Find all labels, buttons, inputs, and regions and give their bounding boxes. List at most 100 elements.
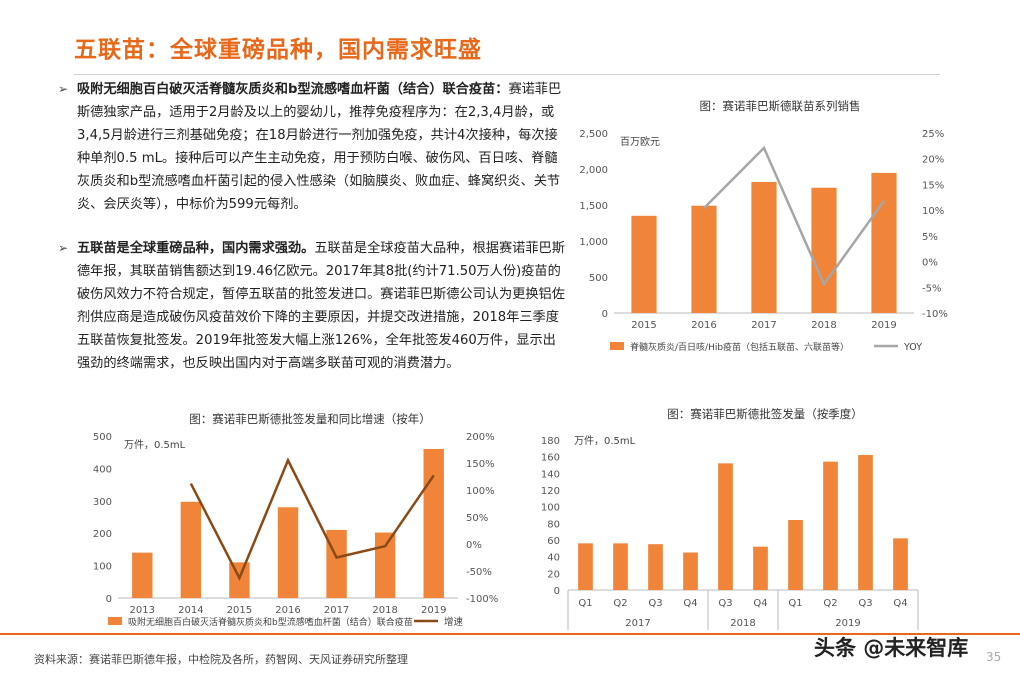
x-tick-label: 2018 — [811, 320, 836, 331]
unit-label: 百万欧元 — [620, 136, 660, 148]
legend-bar-label: 脊髓灰质炎/百日咳/Hib疫苗（包括五联苗、六联苗等） — [630, 341, 849, 353]
page-number: 35 — [986, 650, 1002, 664]
y-left-tick-label: 500 — [589, 273, 608, 284]
x-tick-label: 2015 — [631, 320, 656, 331]
y-left-tick-label: 300 — [93, 497, 112, 508]
bullet-arrow-icon: ➢ — [58, 82, 69, 96]
x-tick-label: 2016 — [275, 605, 300, 616]
group-label: 2019 — [835, 618, 860, 629]
y-tick-label: 100 — [541, 503, 560, 514]
x-tick-label: 2015 — [227, 605, 252, 616]
y-right-tick-label: -10% — [922, 309, 948, 320]
x-tick-label: 2014 — [178, 605, 203, 616]
chart-annual-lot-release: 0 100 200 300 400 500 -100% -50% 0% 50% 100% 150% 20… — [93, 432, 498, 628]
footer-band — [0, 633, 1020, 680]
bar — [631, 215, 657, 313]
source-note: 资料来源：赛诺菲巴斯德年报，中检院及各所，药智网、天风证券研究所整理 — [34, 653, 408, 666]
y-tick-label: 40 — [547, 553, 560, 564]
y-left-tick-label: 500 — [93, 432, 112, 443]
y-left-tick-label: 400 — [93, 464, 112, 475]
x-tick-label: Q3 — [648, 598, 662, 609]
x-tick-label: 2019 — [421, 605, 446, 616]
y-right-tick-label: 100% — [466, 486, 495, 497]
x-tick-label: 2017 — [751, 320, 776, 331]
footer-divider — [0, 633, 1020, 635]
x-tick-label: Q3 — [858, 598, 872, 609]
chart-quarterly-lot-release: 0 20 40 60 80 100 120 140 160 180 万件，0.5mL Q1 Q2 Q3 Q4… — [541, 435, 919, 630]
y-left-tick-label: 100 — [93, 562, 112, 573]
y-left-tick-label: 0 — [106, 594, 112, 605]
bar — [871, 172, 897, 313]
x-tick-label: 2013 — [130, 605, 155, 616]
y-tick-label: 60 — [547, 536, 560, 547]
bar — [326, 529, 347, 598]
bar — [132, 552, 153, 598]
x-tick-label: Q4 — [753, 598, 767, 609]
line-series — [189, 457, 435, 581]
line-series — [703, 145, 886, 287]
bar — [423, 448, 444, 598]
y-right-tick-label: 200% — [466, 432, 495, 443]
chart-2-title: 图：赛诺菲巴斯德批签发量和同比增速（按年） — [189, 412, 431, 426]
bar — [753, 546, 768, 590]
y-right-tick-label: 15% — [922, 180, 944, 191]
legend-line-label: 增速 — [444, 616, 464, 628]
bullet-paragraph-1: ➢ 吸附无细胞百白破灭活脊髓灰质炎和b型流感嗜血杆菌（结合）联合疫苗：赛诺菲巴斯… — [58, 78, 568, 216]
x-tick-label: Q4 — [683, 598, 697, 609]
y-tick-label: 0 — [554, 586, 560, 597]
title-divider — [74, 74, 940, 75]
x-tick-label: 2016 — [691, 320, 716, 331]
x-tick-label: 2019 — [871, 320, 896, 331]
bar — [277, 507, 299, 598]
legend-bar-swatch — [610, 342, 624, 350]
y-right-tick-label: 25% — [922, 129, 944, 140]
bullet-1-text: 赛诺菲巴斯德独家产品，适用于2月龄及以上的婴幼儿，推荐免疫程序为：在2,3,4月… — [77, 82, 562, 212]
bar — [374, 532, 396, 598]
y-left-tick-label: 1,000 — [579, 237, 608, 248]
bullet-paragraph-2: ➢ 五联苗是全球重磅品种，国内需求强劲。五联苗是全球疫苗大品种，根据赛诺菲巴斯德… — [58, 237, 568, 375]
y-right-tick-label: 10% — [922, 206, 944, 217]
bar — [180, 501, 202, 598]
y-tick-label: 160 — [541, 453, 560, 464]
bullet-2-text: 五联苗是全球疫苗大品种，根据赛诺菲巴斯德年报，其联苗销售额达到19.46亿欧元。… — [77, 241, 565, 371]
y-right-tick-label: -50% — [466, 567, 492, 578]
bar — [718, 463, 733, 590]
bullet-1-heading: 吸附无细胞百白破灭活脊髓灰质炎和b型流感嗜血杆菌（结合）联合疫苗： — [77, 82, 509, 97]
bar — [578, 543, 593, 590]
x-tick-label: Q1 — [578, 598, 592, 609]
y-right-tick-label: -100% — [466, 594, 498, 605]
bar — [858, 455, 873, 590]
y-right-tick-label: 150% — [466, 459, 495, 470]
x-tick-label: 2017 — [324, 605, 349, 616]
y-right-tick-label: -5% — [922, 283, 941, 294]
y-left-tick-label: 2,500 — [579, 129, 608, 140]
bullet-arrow-icon: ➢ — [58, 241, 69, 255]
group-label: 2018 — [730, 618, 755, 629]
slide-title: 五联苗：全球重磅品种，国内需求旺盛 — [74, 37, 482, 63]
y-right-tick-label: 0% — [466, 540, 482, 551]
bar — [788, 520, 803, 590]
bar — [811, 187, 837, 313]
unit-label: 万件，0.5mL — [574, 435, 636, 447]
bar — [648, 544, 663, 590]
x-tick-label: 2018 — [372, 605, 397, 616]
chart-sales: 0 500 1,000 1,500 2,000 2,500 -10% -5% 0% 5% 10% 15… — [579, 129, 948, 353]
bullet-2-heading: 五联苗是全球重磅品种，国内需求强劲。 — [77, 241, 315, 256]
x-tick-label: Q4 — [893, 598, 907, 609]
x-tick-label: Q2 — [823, 598, 837, 609]
x-tick-label: Q2 — [613, 598, 627, 609]
x-tick-label: Q1 — [788, 598, 802, 609]
legend-bar-label: 吸附无细胞百白破灭活脊髓灰质炎和b型流感嗜血杆菌（结合）联合疫苗 — [128, 616, 413, 628]
bar — [751, 181, 777, 313]
y-tick-label: 80 — [547, 519, 560, 530]
bar — [893, 538, 908, 590]
y-left-tick-label: 200 — [93, 529, 112, 540]
chart-3-title: 图：赛诺菲巴斯德批签发量（按季度） — [667, 407, 863, 421]
legend-bar-swatch — [108, 617, 122, 625]
watermark: 头条 @未来智库 — [814, 636, 969, 660]
unit-label: 万件，0.5mL — [124, 439, 186, 451]
y-left-tick-label: 1,500 — [579, 201, 608, 212]
y-tick-label: 140 — [541, 469, 560, 480]
y-tick-label: 180 — [541, 436, 560, 447]
bar — [691, 205, 717, 313]
